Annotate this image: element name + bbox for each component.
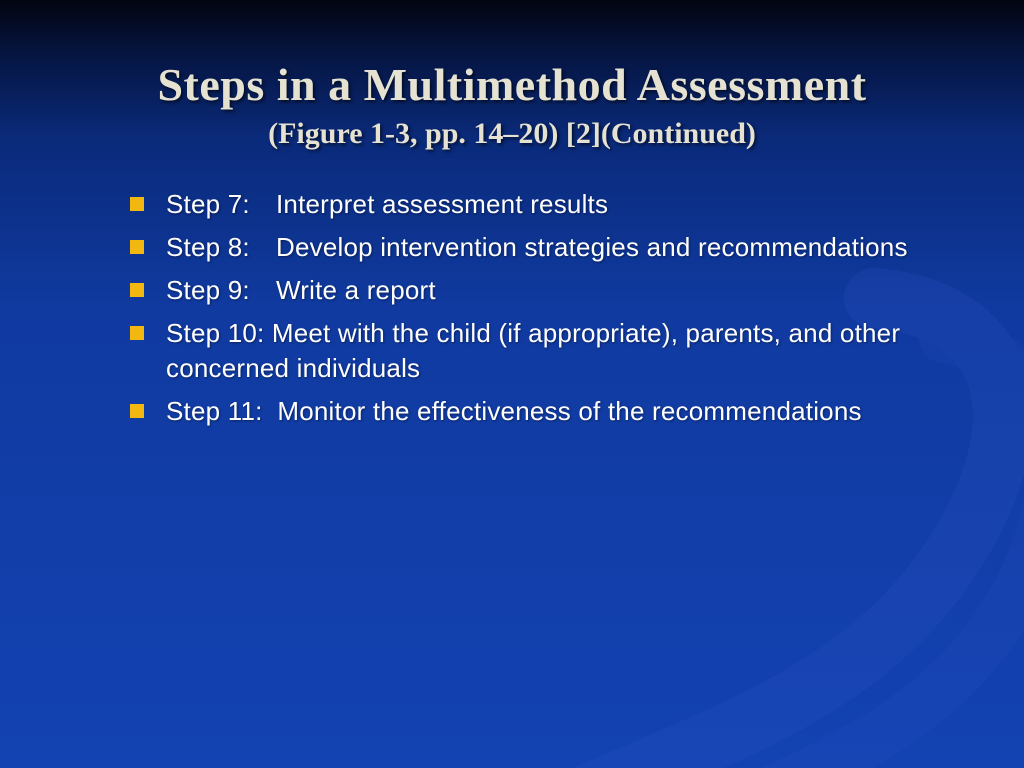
square-bullet-icon: [130, 326, 144, 340]
bullet-text: Step 8: Develop intervention strategies …: [166, 230, 908, 265]
bullet-text: Step 9: Write a report: [166, 273, 436, 308]
square-bullet-icon: [130, 240, 144, 254]
bullet-text: Step 11: Monitor the effectiveness of th…: [166, 394, 862, 429]
bullet-list: Step 7: Interpret assessment results Ste…: [130, 187, 934, 430]
slide-subtitle: (Figure 1-3, pp. 14–20) [2](Continued): [30, 117, 994, 151]
slide-title: Steps in a Multimethod Assessment: [30, 60, 994, 111]
square-bullet-icon: [130, 197, 144, 211]
list-item: Step 9: Write a report: [130, 273, 934, 308]
list-item: Step 7: Interpret assessment results: [130, 187, 934, 222]
bullet-text: Step 10: Meet with the child (if appropr…: [166, 316, 934, 386]
list-item: Step 8: Develop intervention strategies …: [130, 230, 934, 265]
slide: Steps in a Multimethod Assessment (Figur…: [0, 0, 1024, 768]
square-bullet-icon: [130, 404, 144, 418]
list-item: Step 10: Meet with the child (if appropr…: [130, 316, 934, 386]
bullet-text: Step 7: Interpret assessment results: [166, 187, 608, 222]
title-block: Steps in a Multimethod Assessment (Figur…: [30, 60, 994, 151]
list-item: Step 11: Monitor the effectiveness of th…: [130, 394, 934, 429]
square-bullet-icon: [130, 283, 144, 297]
